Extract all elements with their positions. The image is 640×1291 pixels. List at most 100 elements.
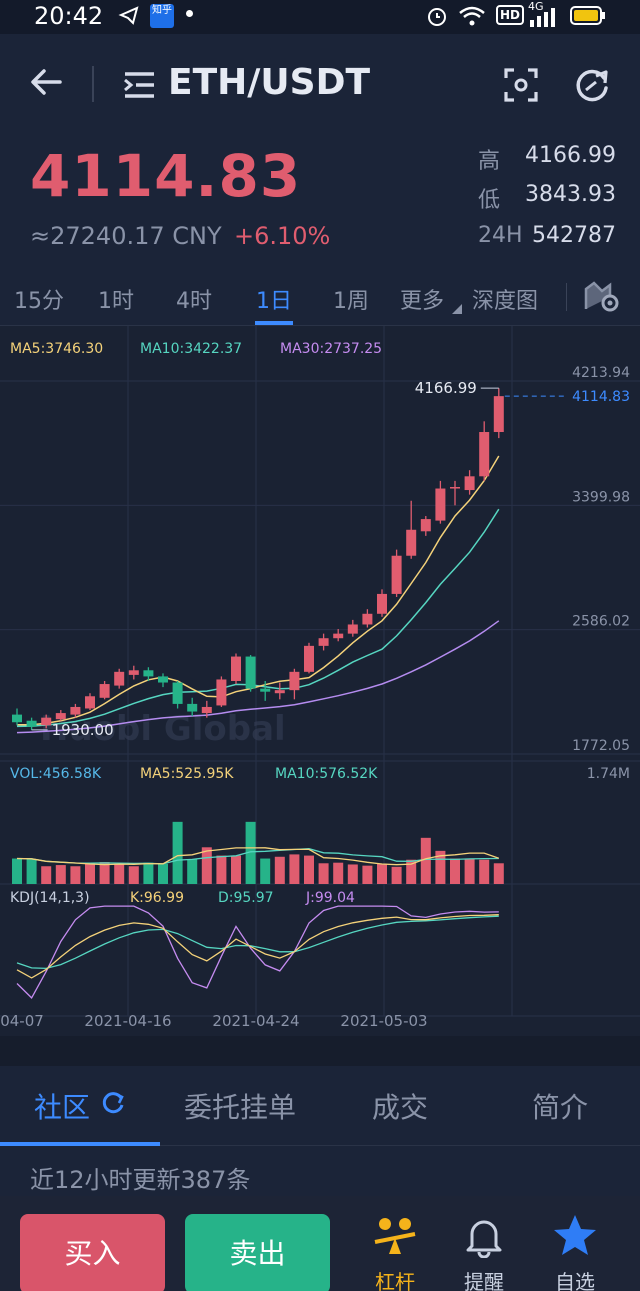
- kdj-k-legend: K:96.99: [130, 890, 184, 906]
- low-marker-label: 1930.00: [52, 721, 114, 739]
- x-tick-label: 2021-04-16: [84, 1012, 171, 1030]
- candle-body: [318, 638, 329, 646]
- x-tick-label: 2021-05-03: [340, 1012, 427, 1030]
- chart-settings-icon[interactable]: [584, 279, 620, 317]
- favorite-label[interactable]: 自选: [555, 1270, 595, 1291]
- candle-body: [158, 676, 168, 683]
- volume-bar: [128, 866, 139, 884]
- battery-icon: [570, 5, 606, 31]
- active-info-tab-underline: [0, 1142, 160, 1146]
- tab-1h[interactable]: 1时: [98, 289, 134, 314]
- volume-bar: [420, 837, 431, 884]
- kline-chart[interactable]: Huobi Global 4213.94 3399.98 2586.02 1772.0…: [0, 326, 640, 1036]
- candle-body: [347, 624, 358, 634]
- volume-bar: [231, 855, 241, 884]
- tab-intro[interactable]: 简介: [532, 1091, 589, 1124]
- candle-body: [435, 488, 446, 521]
- volume-bar: [479, 859, 490, 884]
- vol-ma5-line: [16, 847, 500, 866]
- candle-body: [450, 486, 460, 489]
- tab-1w[interactable]: 1周: [333, 289, 369, 314]
- ma30-legend: MA30:2737.25: [280, 341, 382, 357]
- volume-bar: [85, 863, 95, 884]
- volume-bar: [70, 866, 81, 884]
- low-label: 低: [478, 188, 501, 213]
- volume-bar: [99, 862, 110, 884]
- last-price: 4114.83: [30, 142, 302, 210]
- volume-bar: [450, 858, 460, 884]
- tab-open-orders[interactable]: 委托挂单: [184, 1091, 297, 1124]
- candle-body: [377, 593, 387, 614]
- candle-body: [493, 396, 504, 433]
- volume-bar: [362, 865, 373, 884]
- leverage-label[interactable]: 杠杆: [375, 1270, 415, 1291]
- signal-icon: [528, 6, 562, 32]
- high-label: 高: [478, 149, 501, 174]
- volume-bar: [201, 847, 212, 884]
- sell-button[interactable]: 卖出: [185, 1214, 330, 1291]
- tab-more[interactable]: 更多: [400, 289, 445, 314]
- tab-4h[interactable]: 4时: [176, 289, 212, 314]
- refresh-icon[interactable]: [572, 66, 612, 110]
- candle-body: [70, 706, 81, 715]
- favorite-star-icon[interactable]: [552, 1212, 598, 1262]
- ma10-line: [16, 508, 500, 728]
- ma5-legend: MA5:3746.30: [10, 341, 103, 357]
- volume-24h-value: 542787: [532, 223, 616, 248]
- network-type: 4G: [528, 0, 544, 13]
- zhihu-app-icon: 知乎: [150, 4, 174, 28]
- candle-body: [216, 679, 227, 706]
- tab-community[interactable]: 社区: [34, 1091, 91, 1124]
- candle-body: [143, 670, 154, 677]
- tab-depth[interactable]: 深度图: [472, 289, 539, 314]
- volume-bar: [435, 850, 446, 884]
- volume-bar: [12, 858, 22, 884]
- telegram-icon: [118, 4, 140, 30]
- price-panel: 4114.83 ≈27240.17 CNY +6.10% 高 4166.99 低…: [0, 134, 640, 269]
- candle-body: [99, 684, 110, 698]
- x-tick-label: 04-07: [0, 1012, 44, 1030]
- cny-price: ≈27240.17 CNY: [30, 222, 222, 250]
- status-time: 20:42: [34, 2, 104, 30]
- status-bar: 20:42 知乎 HD 4G: [0, 0, 640, 34]
- y-tick-label: 3399.98: [572, 489, 630, 505]
- kline-chart-svg: Huobi Global 4213.943399.982586.021772.0…: [0, 326, 640, 1030]
- candle-body: [55, 713, 66, 720]
- ma5-line: [16, 455, 500, 726]
- community-refresh-icon[interactable]: [100, 1090, 126, 1120]
- alert-label[interactable]: 提醒: [464, 1270, 504, 1291]
- market-menu-icon[interactable]: [122, 70, 158, 104]
- kdj-j-legend: J:99.04: [305, 890, 355, 906]
- volume-24h-label: 24H: [478, 223, 523, 248]
- candle-body: [420, 519, 431, 532]
- y-tick-label: 2586.02: [572, 614, 630, 630]
- screenshot-icon[interactable]: [502, 66, 540, 108]
- candle-body: [406, 529, 417, 556]
- last-price-label: 4114.83: [572, 389, 630, 405]
- tab-trades[interactable]: 成交: [372, 1091, 429, 1124]
- candle-body: [391, 555, 402, 594]
- volume-bar: [377, 863, 387, 884]
- vol-legend: VOL:456.58K: [10, 766, 102, 782]
- update-text: 近12小时更新387条: [30, 1166, 251, 1194]
- high-value: 4166.99: [525, 143, 616, 168]
- vol-ma10-legend: MA10:576.52K: [275, 766, 378, 782]
- tab-15m[interactable]: 15分: [14, 289, 64, 314]
- candle-body: [304, 645, 314, 672]
- alert-bell-icon[interactable]: [464, 1214, 504, 1262]
- notification-dot-icon: [186, 10, 193, 17]
- candle-body: [128, 670, 139, 675]
- buy-button[interactable]: 买入: [20, 1214, 165, 1291]
- leverage-icon[interactable]: [371, 1214, 419, 1262]
- tab-1d[interactable]: 1日: [256, 289, 292, 314]
- pair-title[interactable]: ETH/USDT: [168, 62, 371, 103]
- volume-bar: [114, 863, 125, 884]
- candle-body: [114, 671, 125, 686]
- wifi-icon: [458, 4, 486, 32]
- section-gap: [0, 1036, 640, 1066]
- change-percent: +6.10%: [234, 222, 331, 250]
- candle-body: [260, 688, 271, 692]
- back-arrow-icon[interactable]: [28, 66, 64, 102]
- volume-bar: [26, 859, 37, 884]
- candle-body: [464, 476, 475, 491]
